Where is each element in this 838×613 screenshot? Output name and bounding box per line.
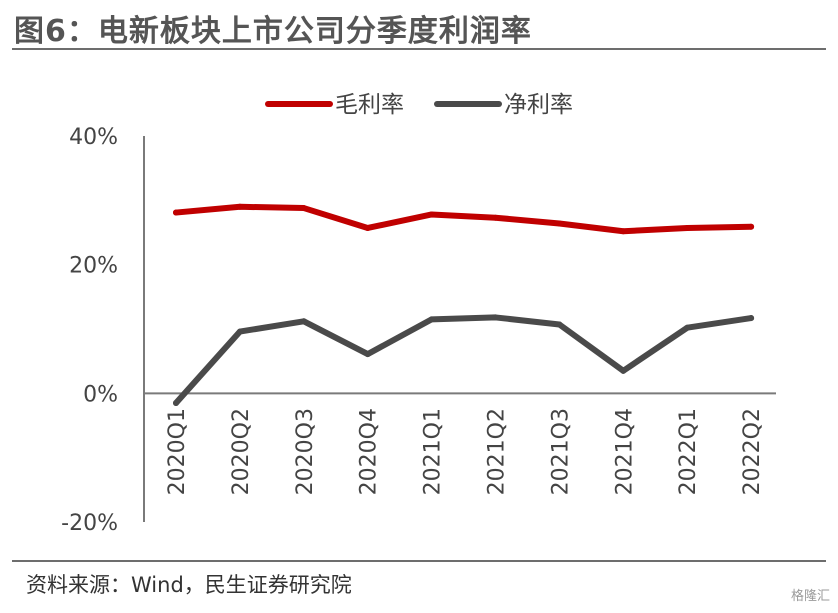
y-tick-label: 40% bbox=[69, 125, 118, 150]
data-point-series-1 bbox=[236, 203, 243, 210]
x-tick-label: 2020Q4 bbox=[357, 408, 382, 495]
data-point-series-2 bbox=[492, 314, 499, 321]
x-tick-label: 2020Q1 bbox=[165, 408, 190, 495]
title-divider bbox=[12, 48, 826, 50]
x-tick-label: 2021Q1 bbox=[421, 408, 446, 495]
data-point-series-1 bbox=[748, 223, 755, 230]
series-lines bbox=[173, 203, 755, 406]
data-point-series-1 bbox=[173, 209, 179, 216]
data-point-series-1 bbox=[620, 228, 627, 235]
data-point-series-1 bbox=[556, 220, 563, 227]
x-tick-label: 2020Q3 bbox=[293, 408, 318, 495]
series-line-2 bbox=[173, 314, 755, 406]
series-line-1 bbox=[173, 203, 755, 235]
data-point-series-1 bbox=[364, 224, 371, 231]
data-point-series-1 bbox=[492, 214, 499, 221]
legend-label-2: 净利率 bbox=[504, 92, 573, 118]
y-tick-label: -20% bbox=[61, 511, 118, 536]
x-tick-label: 2021Q2 bbox=[485, 408, 510, 495]
y-tick-label: 20% bbox=[69, 254, 118, 279]
data-point-series-2 bbox=[300, 318, 307, 325]
x-tick-label: 2020Q2 bbox=[229, 408, 254, 495]
legend-label-1: 毛利率 bbox=[335, 92, 404, 118]
y-axis-ticks: 40% 20% 0% -20% bbox=[61, 125, 118, 536]
chart-legend: 毛利率 净利率 bbox=[265, 92, 573, 118]
x-tick-label: 2022Q1 bbox=[676, 408, 701, 495]
source-divider bbox=[12, 560, 826, 562]
data-point-series-1 bbox=[428, 211, 435, 218]
x-tick-label: 2021Q3 bbox=[548, 408, 573, 495]
y-tick-label: 0% bbox=[83, 382, 118, 407]
data-point-series-1 bbox=[300, 205, 307, 212]
x-tick-label: 2021Q4 bbox=[612, 408, 637, 495]
data-point-series-2 bbox=[236, 328, 243, 335]
watermark-logo: 格隆汇 bbox=[790, 589, 830, 604]
data-point-series-2 bbox=[684, 324, 691, 331]
x-tick-label: 2022Q2 bbox=[740, 408, 765, 495]
x-axis-ticks: 2020Q1 2020Q2 2020Q3 2020Q4 2021Q1 2021Q2 2021… bbox=[165, 408, 765, 495]
data-point-series-2 bbox=[748, 315, 755, 322]
data-point-series-2 bbox=[173, 399, 179, 406]
data-point-series-2 bbox=[364, 351, 371, 358]
line-chart: 毛利率 净利率 40%20%0%-20% 2020Q1 2020Q2 2020Q3 20… bbox=[61, 92, 776, 536]
figure-title: 图6：电新板块上市公司分季度利润率 bbox=[14, 14, 532, 49]
data-point-series-2 bbox=[556, 321, 563, 328]
data-point-series-2 bbox=[620, 367, 627, 374]
data-point-series-1 bbox=[684, 224, 691, 231]
data-point-series-2 bbox=[428, 316, 435, 323]
source-note: 资料来源：Wind，民生证券研究院 bbox=[26, 573, 352, 597]
